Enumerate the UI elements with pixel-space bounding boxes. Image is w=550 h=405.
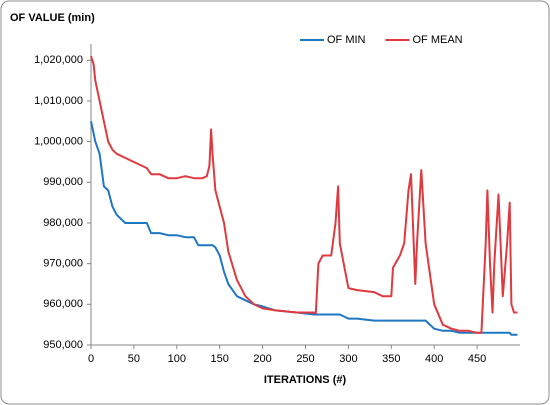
- y-tick-label: 970,000: [43, 258, 83, 270]
- x-tick-label: 200: [253, 353, 271, 365]
- x-axis-title: ITERATIONS (#): [264, 374, 347, 386]
- x-tick-label: 50: [128, 353, 140, 365]
- x-tick-label: 150: [211, 353, 229, 365]
- y-tick-label: 1,010,000: [34, 95, 83, 107]
- x-tick-label: 250: [296, 353, 314, 365]
- x-tick-label: 450: [468, 353, 486, 365]
- x-tick-label: 100: [168, 353, 186, 365]
- y-tick-label: 1,000,000: [34, 136, 83, 148]
- y-tick-label: 980,000: [43, 217, 83, 229]
- legend-label: OF MEAN: [413, 34, 463, 46]
- x-tick-label: 350: [382, 353, 400, 365]
- y-tick-label: 1,020,000: [34, 54, 83, 66]
- y-tick-label: 950,000: [43, 339, 83, 351]
- x-tick-label: 400: [425, 353, 443, 365]
- x-tick-label: 300: [339, 353, 357, 365]
- x-tick-label: 0: [88, 353, 94, 365]
- y-tick-label: 960,000: [43, 298, 83, 310]
- series-line: [90, 55, 518, 334]
- y-tick-label: 990,000: [43, 176, 83, 188]
- chart-title: OF VALUE (min): [10, 12, 95, 24]
- legend-label: OF MIN: [327, 34, 366, 46]
